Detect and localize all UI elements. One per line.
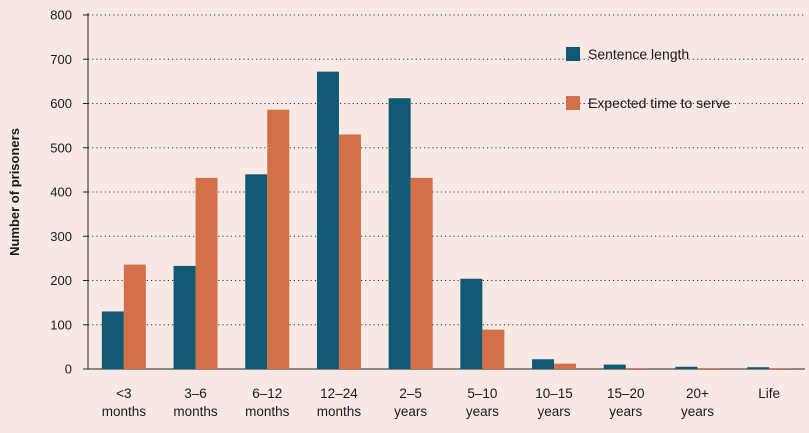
bar-sentence-length — [245, 174, 268, 369]
bar-sentence-length — [747, 367, 770, 369]
y-tick-label: 200 — [50, 273, 72, 288]
x-tick-label: 20+ years — [681, 386, 714, 419]
y-tick-label: 400 — [50, 185, 72, 200]
y-axis-label: Number of prisoners — [7, 128, 22, 256]
y-tick-label: 600 — [50, 96, 72, 111]
x-tick-label: <3 months — [102, 386, 147, 419]
y-tick-label: 800 — [50, 8, 72, 23]
x-tick-label: 10–15 years — [535, 386, 573, 419]
x-tick-label: 6–12 months — [245, 386, 290, 419]
bar-expected-time — [697, 368, 720, 369]
y-tick-label: 100 — [50, 317, 72, 332]
bar-sentence-length — [460, 278, 483, 369]
y-tick-label: 300 — [50, 229, 72, 244]
bar-expected-time — [625, 368, 648, 369]
x-tick-label: 5–10 years — [466, 386, 499, 419]
bar-sentence-length — [388, 98, 411, 369]
y-tick-label: 500 — [50, 140, 72, 155]
bar-expected-time — [123, 264, 146, 369]
legend-swatch — [566, 96, 580, 110]
y-tick-label: 700 — [50, 52, 72, 67]
legend-swatch — [566, 47, 580, 61]
x-tick-label: 15–20 years — [607, 386, 645, 419]
bar-expected-time — [482, 329, 505, 369]
bar-expected-time — [267, 109, 290, 369]
x-tick-label: Life — [758, 386, 780, 401]
bar-sentence-length — [603, 364, 626, 369]
x-tick-label: 12–24 months — [317, 386, 362, 419]
bar-expected-time — [195, 177, 218, 369]
legend-label: Sentence length — [588, 46, 689, 62]
bar-sentence-length — [532, 359, 555, 369]
x-tick-label: 2–5 years — [394, 386, 427, 419]
bar-sentence-length — [316, 71, 339, 369]
legend-label: Expected time to serve — [588, 95, 731, 111]
bar-sentence-length — [101, 311, 124, 369]
y-tick-label: 0 — [65, 362, 72, 377]
x-tick-label: 3–6 months — [173, 386, 218, 419]
bar-expected-time — [554, 363, 577, 369]
bar-sentence-length — [675, 366, 698, 369]
bar-expected-time — [410, 177, 433, 369]
bar-expected-time — [769, 368, 792, 369]
bar-sentence-length — [173, 265, 196, 369]
bar-expected-time — [338, 134, 361, 369]
